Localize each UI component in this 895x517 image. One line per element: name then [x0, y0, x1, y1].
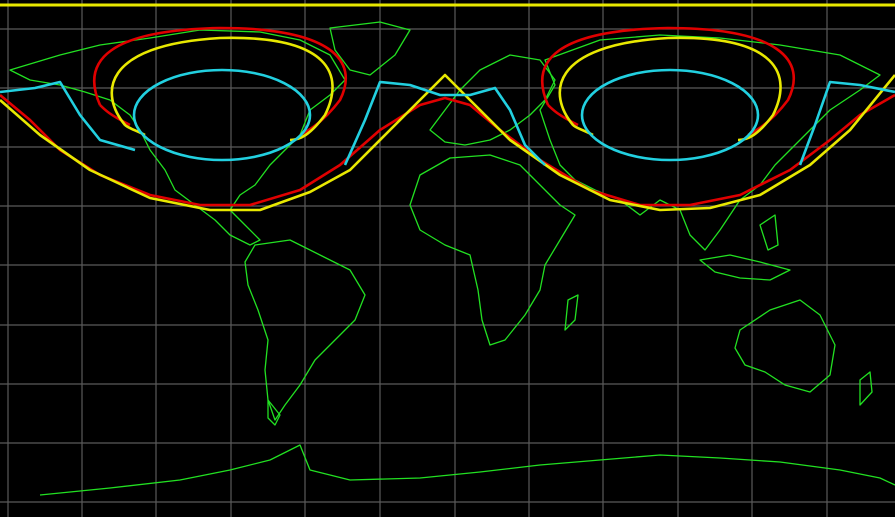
asia [539, 34, 881, 251]
new-zealand [859, 371, 873, 406]
coverage-contours [0, 26, 895, 212]
cyan-oval [132, 68, 312, 162]
africa [409, 154, 576, 346]
australia [734, 299, 836, 393]
greenland [329, 21, 411, 76]
antarctica [39, 444, 895, 496]
yellow-contour [0, 73, 895, 212]
red-contour [0, 93, 895, 207]
red-oval [540, 26, 796, 137]
coastlines [9, 21, 895, 496]
southeast-asia-islands [699, 214, 791, 281]
south-america [244, 239, 366, 421]
cyan-contour [798, 80, 895, 166]
cyan-oval [580, 68, 760, 162]
southern-tip [267, 399, 281, 426]
red-oval [92, 26, 348, 137]
europe [429, 54, 556, 146]
cyan-contour [0, 80, 136, 152]
madagascar [564, 294, 579, 331]
cyan-contour [343, 80, 546, 166]
